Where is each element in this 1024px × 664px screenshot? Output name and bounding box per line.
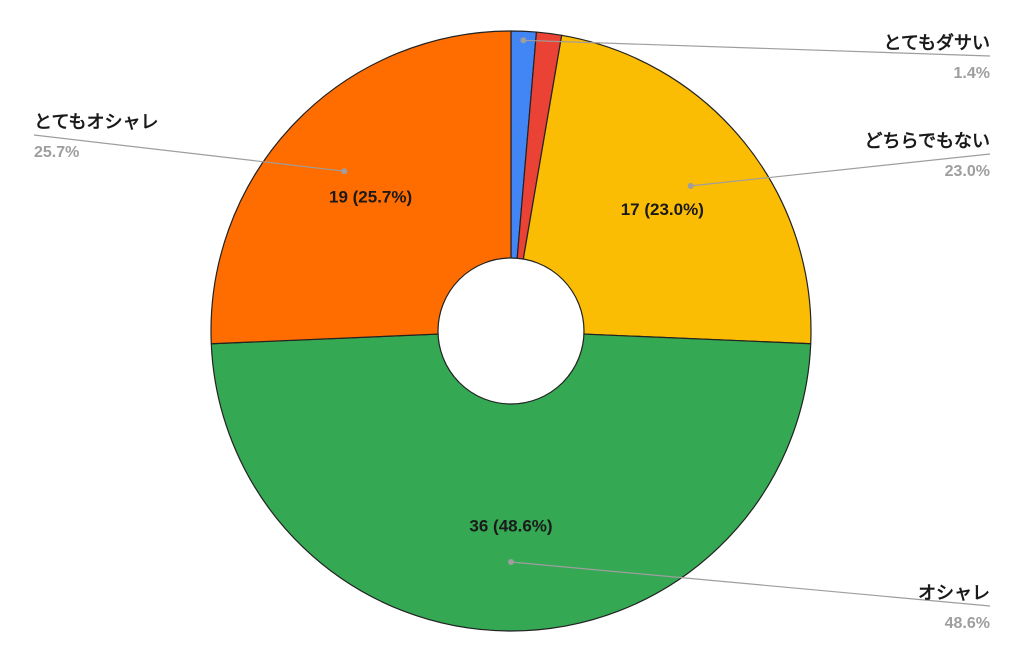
leader-dot-1: [520, 37, 527, 44]
legend-percent-3: 23.0%: [945, 163, 990, 180]
legend-label-3: どちらでもない: [865, 131, 990, 152]
data-label-3: 17 (23.0%): [621, 200, 704, 219]
pie-slice-5: [210, 30, 512, 345]
data-label-4: 36 (48.6%): [469, 517, 552, 536]
pie-slice-3: [510, 34, 812, 345]
leader-line-4: [510, 561, 991, 607]
data-label-5: 19 (25.7%): [329, 187, 412, 206]
donut-hole: [437, 257, 585, 405]
chart-slices: [210, 30, 812, 632]
chart-data-labels: 17 (23.0%) 36 (48.6%) 19 (25.7%): [329, 187, 704, 535]
pie-slice-4: [210, 330, 812, 632]
leader-dot-3: [687, 182, 694, 189]
legend-percent-5: 25.7%: [34, 144, 79, 161]
legend-percent-4: 48.6%: [945, 615, 990, 632]
legend-label-5: とてもオシャレ: [34, 112, 159, 133]
leader-dot-4: [508, 559, 514, 565]
legend-label-4: オシャレ: [918, 583, 990, 604]
legend-percent-1: 1.4%: [954, 65, 990, 82]
legend-label-1: とてもダサい: [883, 32, 990, 54]
leader-dot-5: [341, 168, 348, 175]
chart-legend: とてもダサい 1.4% どちらでもない 23.0% オシャレ 48.6% とてもオシャレ 25…: [33, 32, 991, 632]
